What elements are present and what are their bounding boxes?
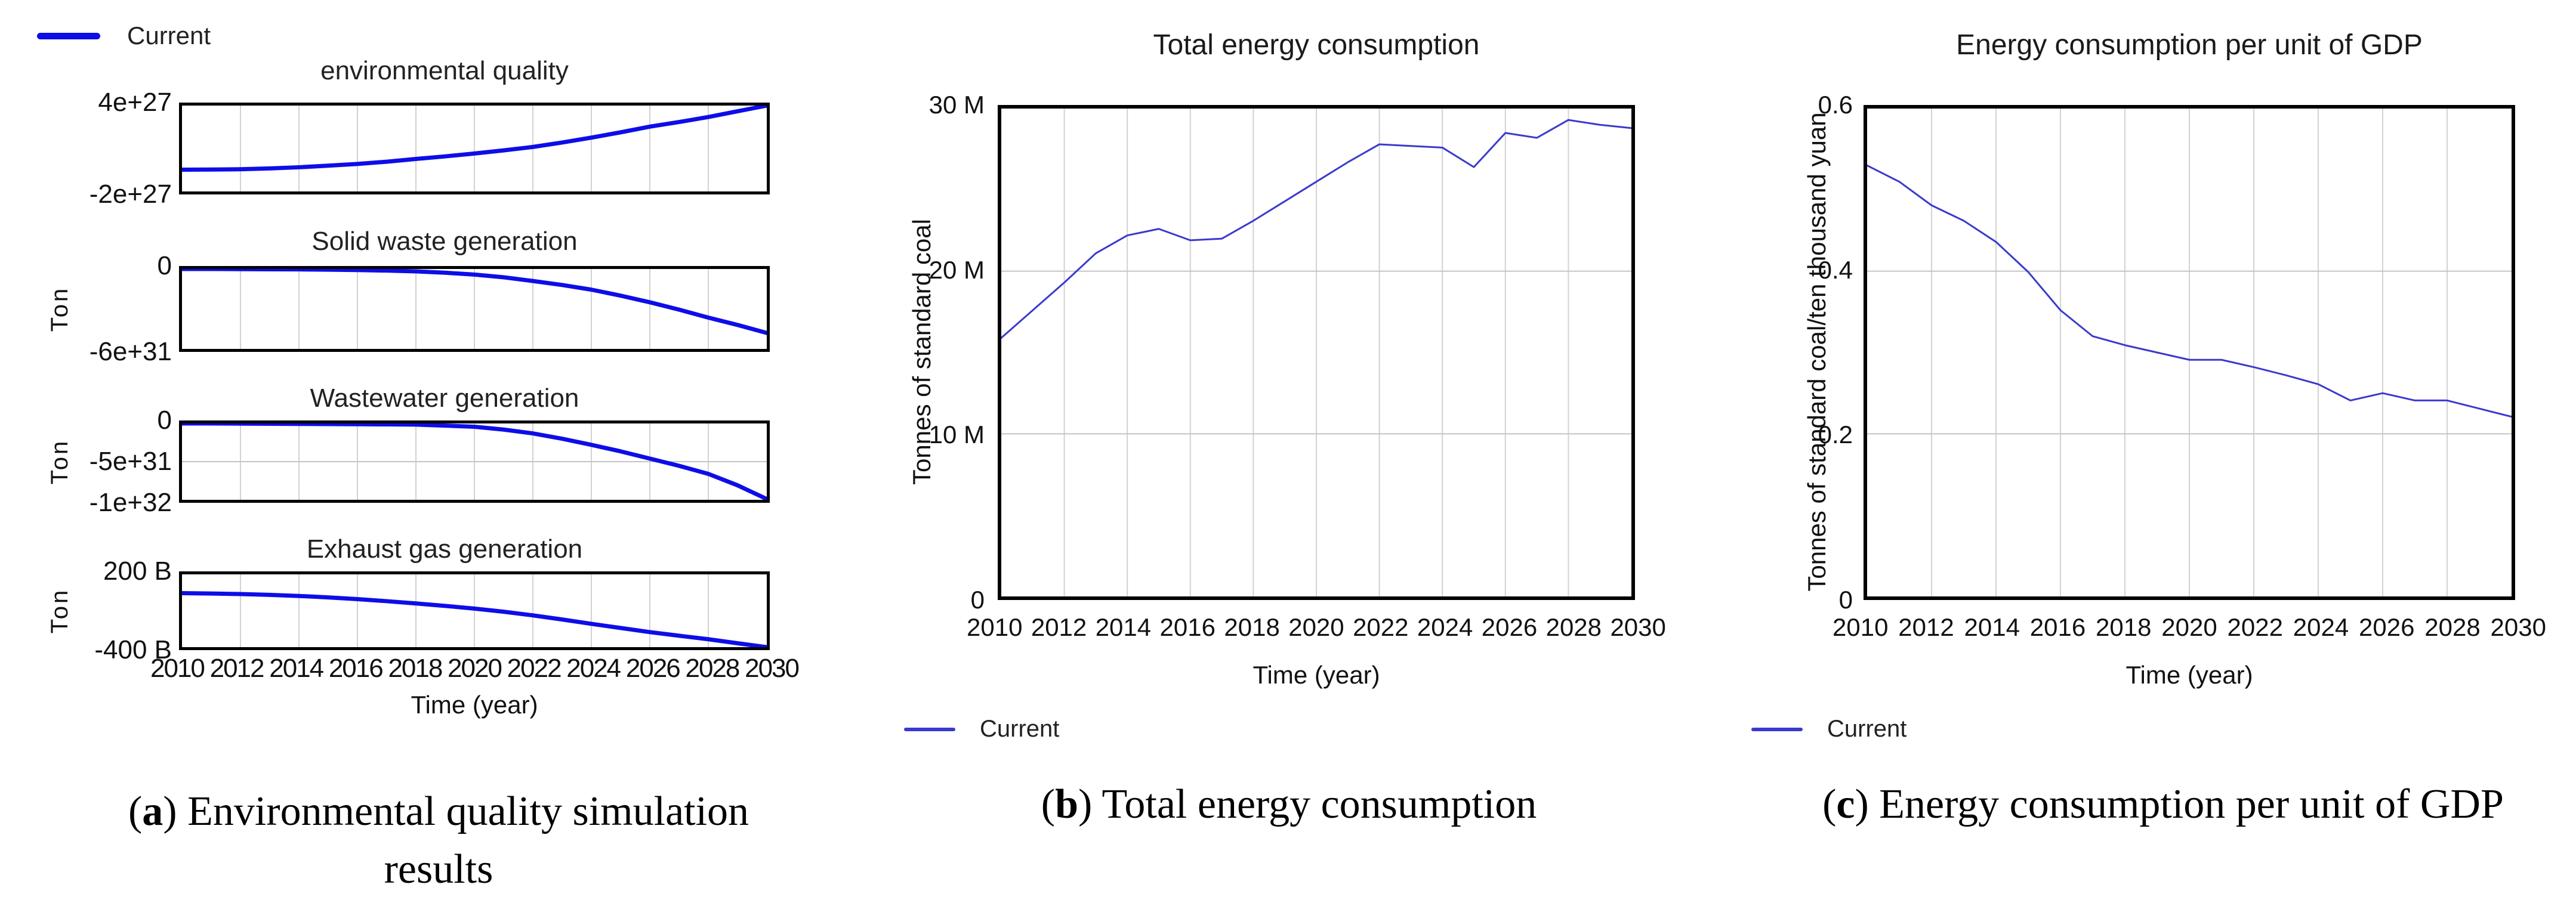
x-tick-label: 2014 [269, 654, 324, 683]
caption-panel-a: (a) Environmental quality simulation res… [128, 788, 749, 892]
y-tick-label: 30 M [928, 91, 985, 119]
legend-current-label-c: Current [1827, 716, 1907, 742]
legend-current-label-b: Current [980, 716, 1060, 742]
x-tick-label: 2012 [209, 654, 265, 683]
energy-per-gdp-plot-box [1864, 105, 2515, 600]
mini-chart-title-wastewater: Wastewater generation [310, 384, 579, 413]
x-tick-label: 2012 [1031, 613, 1087, 641]
x-tick-label: 2020 [1288, 613, 1344, 641]
x-tick-label: 2022 [507, 654, 562, 683]
x-tick-label: 2012 [1898, 613, 1954, 641]
y-tick-label: 0 [1838, 586, 1853, 614]
y-tick-label: 10 M [928, 420, 985, 449]
y-tick-label: 0 [157, 251, 172, 280]
wastewater-chart [182, 423, 767, 500]
x-tick-label: 2026 [625, 654, 681, 683]
chart-title-energy-per-gdp: Energy consumption per unit of GDP [1956, 29, 2423, 61]
legend-current-line-swatch-c [1751, 728, 1803, 731]
x-tick-label: 2024 [566, 654, 621, 683]
x-tick-label: 2010 [967, 613, 1023, 641]
x-axis-ticks-total-energy: 2010 2012 2014 2016 2018 2020 2022 2024 2026 2028… [967, 613, 1666, 642]
y-axis-title-energy-per-gdp: Tonnes of standard coal/ten thousand yua… [1803, 112, 1831, 592]
y-tick-label: 4e+27 [98, 88, 172, 117]
mini-chart-title-solid-waste: Solid waste generation [311, 227, 578, 256]
y-tick-label: -5e+31 [89, 447, 172, 476]
x-tick-label: 2016 [328, 654, 384, 683]
y-tick-label: 0.2 [1818, 420, 1853, 449]
y-tick-label: -1e+32 [89, 488, 172, 517]
caption-panel-b: (b) Total energy consumption [1041, 781, 1537, 827]
x-tick-label: 2024 [2293, 613, 2349, 641]
x-tick-label: 2028 [1545, 613, 1602, 641]
chart-title-total-energy: Total energy consumption [1153, 29, 1480, 61]
x-tick-label: 2010 [150, 654, 205, 683]
energy-per-gdp-chart [1867, 109, 2512, 596]
environmental-quality-plot-box [179, 103, 770, 194]
x-tick-label: 2026 [1481, 613, 1538, 641]
y-tick-label: 20 M [928, 256, 985, 284]
caption-panel-c: (c) Energy consumption per unit of GDP [1822, 781, 2504, 827]
y-tick-label: 0.4 [1818, 256, 1853, 284]
y-tick-label: 0 [970, 586, 985, 614]
x-tick-label: 2024 [1417, 613, 1473, 641]
x-tick-label: 2018 [2096, 613, 2152, 641]
x-tick-label: 2010 [1832, 613, 1889, 641]
x-tick-label: 2014 [1095, 613, 1152, 641]
exhaust-gas-chart [182, 574, 767, 647]
x-tick-label: 2030 [2490, 613, 2546, 641]
total-energy-chart [1001, 109, 1631, 596]
x-tick-label: 2022 [2227, 613, 2283, 641]
legend-current-line-swatch-b [904, 728, 955, 731]
y-axis-label-ton: Ton [46, 286, 73, 332]
x-tick-label: 2030 [1610, 613, 1666, 641]
x-tick-label: 2018 [1224, 613, 1280, 641]
y-tick-label: -400 B [94, 635, 172, 664]
x-axis-title-panel-a: Time (year) [411, 691, 538, 719]
x-axis-title-total-energy: Time (year) [1252, 661, 1380, 689]
y-tick-label: 200 B [103, 556, 172, 586]
y-tick-label: -2e+27 [89, 180, 172, 209]
y-tick-label: 0 [157, 406, 172, 435]
y-axis-label-ton: Ton [46, 438, 73, 485]
x-tick-label: 2018 [388, 654, 443, 683]
x-tick-label: 2020 [448, 654, 502, 683]
x-axis-ticks-energy-per-gdp: 2010 2012 2014 2016 2018 2020 2022 2024 2026 2028… [1832, 613, 2546, 642]
mini-chart-title-exhaust-gas: Exhaust gas generation [306, 534, 583, 564]
legend-current-label-a: Current [127, 21, 211, 50]
legend-current-line-swatch-a [37, 33, 100, 39]
y-axis-title-total-energy: Tonnes of standard coal [908, 219, 936, 485]
exhaust-gas-plot-box [179, 571, 770, 650]
x-tick-label: 2028 [685, 654, 740, 683]
mini-chart-title-environmental-quality: environmental quality [320, 56, 569, 85]
x-tick-label: 2016 [1159, 613, 1215, 641]
x-tick-label: 2016 [2029, 613, 2086, 641]
wastewater-plot-box [179, 420, 770, 503]
solid-waste-chart [182, 269, 767, 349]
x-tick-label: 2022 [1353, 613, 1409, 641]
y-axis-label-ton: Ton [46, 587, 73, 634]
x-tick-label: 2026 [2359, 613, 2415, 641]
environmental-quality-chart [182, 106, 767, 191]
solid-waste-plot-box [179, 266, 770, 352]
x-tick-label: 2020 [2161, 613, 2217, 641]
x-axis-ticks-panel-a: 2010 2012 2014 2016 2018 2020 2022 2024 2026 2028… [150, 654, 800, 684]
x-axis-title-energy-per-gdp: Time (year) [2125, 661, 2253, 689]
y-tick-label: -6e+31 [89, 337, 172, 366]
total-energy-plot-box [998, 105, 1635, 600]
x-tick-label: 2028 [2424, 613, 2481, 641]
y-tick-label: 0.6 [1818, 91, 1853, 119]
x-tick-label: 2030 [745, 654, 800, 683]
x-tick-label: 2014 [1964, 613, 2020, 641]
